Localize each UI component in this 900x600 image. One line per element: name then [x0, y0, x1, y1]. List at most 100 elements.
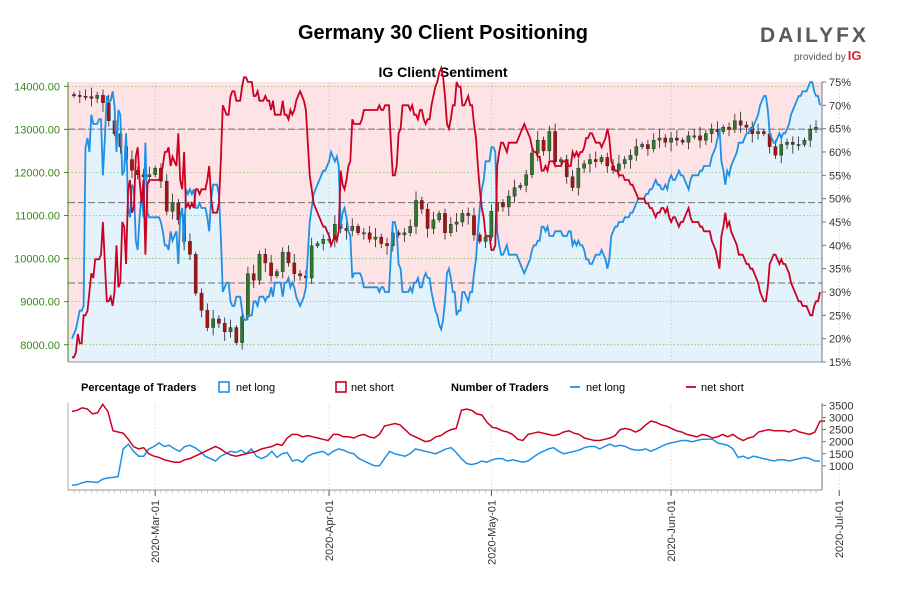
- candle: [251, 273, 256, 281]
- pct-tick-label: 45%: [829, 217, 851, 229]
- candle: [280, 251, 285, 272]
- num-tick-label: 1500: [829, 449, 853, 461]
- candle: [796, 144, 801, 146]
- price-tick-label: 13000.00: [14, 124, 60, 136]
- candle: [518, 185, 523, 188]
- x-tick-label: 2020-Jul-01: [834, 500, 846, 558]
- candle: [408, 226, 413, 233]
- candle: [779, 144, 784, 156]
- candle: [199, 292, 204, 311]
- pct-tick-label: 60%: [829, 147, 851, 159]
- candle: [727, 127, 731, 130]
- candle: [153, 167, 157, 175]
- legend-pct-title: Percentage of Traders: [81, 382, 197, 394]
- candle: [72, 94, 76, 96]
- pct-tick-label: 70%: [829, 100, 851, 112]
- net-short-pct-line: [72, 64, 821, 359]
- chart-subtitle: IG Client Sentiment: [378, 64, 508, 80]
- candle: [402, 232, 407, 236]
- candle: [362, 232, 366, 235]
- candle: [275, 271, 279, 277]
- candle: [309, 245, 314, 279]
- candle: [257, 254, 262, 281]
- candle: [431, 219, 436, 229]
- long-area-background: [68, 82, 822, 362]
- candle: [791, 142, 795, 145]
- candle: [535, 139, 540, 154]
- legend-pct-long-label: net long: [236, 382, 275, 394]
- candle: [680, 139, 685, 143]
- candle: [657, 137, 662, 141]
- num-tick-label: 2500: [829, 425, 853, 437]
- candle: [164, 180, 169, 212]
- x-tick-label: 2020-Mar-01: [150, 500, 162, 563]
- num-tick-label: 3000: [829, 413, 853, 425]
- candle: [448, 223, 453, 233]
- price-tick-label: 9000.00: [20, 297, 60, 309]
- candle: [188, 241, 192, 255]
- candle: [443, 213, 447, 233]
- candle: [704, 133, 708, 141]
- candle: [506, 195, 511, 208]
- candle: [588, 159, 592, 165]
- candle: [617, 163, 621, 171]
- candle: [130, 159, 134, 171]
- candle: [246, 273, 250, 317]
- price-tick-label: 14000.00: [14, 81, 60, 93]
- candle: [541, 139, 546, 152]
- price-tick-label: 12000.00: [14, 167, 60, 179]
- candle: [234, 327, 239, 343]
- candle: [350, 226, 355, 231]
- candle: [228, 327, 233, 333]
- candle: [489, 211, 494, 238]
- candle: [176, 202, 181, 221]
- candle: [524, 174, 528, 186]
- candle: [814, 127, 818, 130]
- pct-tick-label: 15%: [829, 357, 851, 369]
- candle: [147, 174, 152, 177]
- candle: [269, 262, 273, 277]
- candle: [414, 200, 418, 227]
- provided-by-text: provided by: [794, 52, 846, 63]
- candle: [205, 310, 210, 328]
- candle: [802, 139, 807, 145]
- candle: [333, 223, 337, 240]
- candle: [570, 176, 575, 188]
- candle: [211, 318, 215, 328]
- candle: [634, 146, 639, 156]
- candle: [373, 236, 378, 240]
- candle: [379, 236, 384, 244]
- candle: [286, 251, 291, 264]
- candle: [622, 159, 627, 165]
- candle: [553, 131, 557, 162]
- legend-pct-long-swatch: [218, 381, 230, 393]
- candle: [762, 131, 766, 134]
- candle: [367, 232, 372, 240]
- candle: [808, 129, 813, 141]
- net-long-count-line: [71, 438, 820, 486]
- legend-num-short-label: net short: [701, 382, 744, 394]
- candle: [321, 239, 326, 244]
- pct-tick-label: 55%: [829, 170, 851, 182]
- dailyfx-logo: DAILYFX provided by IG: [760, 24, 870, 63]
- candle: [698, 135, 702, 141]
- candle: [675, 137, 679, 141]
- candle: [298, 273, 302, 277]
- candle: [101, 95, 105, 103]
- candle: [744, 124, 749, 128]
- candle: [460, 213, 465, 223]
- x-tick-label: 2020-Apr-01: [324, 500, 336, 561]
- candle: [599, 157, 604, 162]
- candle: [512, 187, 517, 197]
- num-tick-label: 3500: [829, 400, 853, 412]
- candle: [454, 221, 459, 225]
- candle: [692, 135, 697, 138]
- candle: [425, 208, 430, 229]
- net-long-pct-line: [71, 81, 821, 340]
- candle: [477, 234, 482, 242]
- candle: [530, 152, 534, 175]
- pct-tick-label: 20%: [829, 334, 851, 346]
- price-tick-label: 8000.00: [20, 340, 60, 352]
- candle: [501, 202, 505, 208]
